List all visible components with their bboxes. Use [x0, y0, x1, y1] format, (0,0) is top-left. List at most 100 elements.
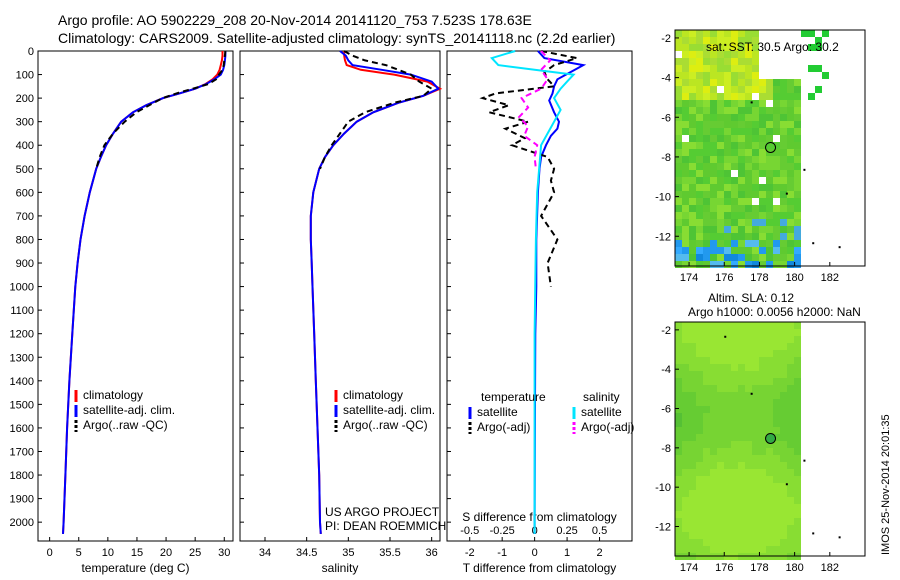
map-cell [710, 406, 717, 413]
map-cell [696, 233, 703, 240]
x-tick-label: 0 [47, 547, 53, 559]
map-cell [745, 420, 752, 427]
map-cell [787, 247, 794, 254]
map-cell [759, 107, 766, 114]
map-cell [717, 142, 724, 149]
map-cell [675, 86, 682, 93]
map-cell [731, 336, 738, 343]
map-cell [710, 427, 717, 434]
map-cell [682, 177, 689, 184]
map-cell [675, 427, 682, 434]
map-cell [738, 497, 745, 504]
map-cell [815, 86, 822, 93]
map-cell [738, 254, 745, 261]
map-cell [717, 198, 724, 205]
map-cell [752, 441, 759, 448]
map-cell [675, 240, 682, 247]
map-cell [703, 240, 710, 247]
map-cell [794, 261, 801, 268]
map-cell [745, 546, 752, 553]
map-cell [738, 392, 745, 399]
map-cell [773, 37, 780, 44]
map-cell [675, 156, 682, 163]
map-cell [759, 233, 766, 240]
map-cell [752, 205, 759, 212]
map-cell [731, 51, 738, 58]
map-cell [682, 539, 689, 546]
y-tick-label: 1000 [10, 282, 34, 294]
map-cell [780, 546, 787, 553]
map-cell [794, 233, 801, 240]
map-cell [773, 539, 780, 546]
map-cell [773, 448, 780, 455]
map-cell [766, 100, 773, 107]
map-cell [766, 219, 773, 226]
map-cell [689, 198, 696, 205]
map-cell [675, 177, 682, 184]
map-cell [766, 483, 773, 490]
map-cell [675, 322, 682, 329]
sst-map: 174 176 178 180 182 -2 -4 -6 -8 -10 -12 [655, 29, 866, 284]
map-cell [759, 343, 766, 350]
map-cell [773, 483, 780, 490]
map-cell [717, 525, 724, 532]
map-cell [689, 322, 696, 329]
map-cell [703, 378, 710, 385]
map-cell [752, 37, 759, 44]
map-cell [689, 170, 696, 177]
map-cell [703, 149, 710, 156]
map-cell [794, 163, 801, 170]
map-cell [724, 107, 731, 114]
map-cell [759, 399, 766, 406]
map-cell [759, 357, 766, 364]
map-cell [675, 399, 682, 406]
header-line2: Climatology: CARS2009. Satellite-adjuste… [58, 30, 615, 46]
map-cell [689, 128, 696, 135]
map-cell [731, 483, 738, 490]
map-cell [717, 93, 724, 100]
map-cell [682, 37, 689, 44]
map-cell [787, 371, 794, 378]
map-cell [794, 79, 801, 86]
map-cell [794, 504, 801, 511]
map-cell [787, 357, 794, 364]
map-cell [773, 170, 780, 177]
map-cell [724, 532, 731, 539]
map-cell [752, 420, 759, 427]
map-cell [773, 149, 780, 156]
map-cell [703, 163, 710, 170]
map-cell [724, 261, 731, 268]
map-cell [731, 212, 738, 219]
map-cell [703, 177, 710, 184]
map-cell [780, 226, 787, 233]
map-x-tick-label: 180 [785, 562, 803, 574]
map-cell [780, 497, 787, 504]
map-cell [703, 58, 710, 65]
map-cell [724, 128, 731, 135]
map-cell [738, 184, 745, 191]
map-cell [731, 364, 738, 371]
map-cell [731, 107, 738, 114]
map-cell [787, 58, 794, 65]
map-cell [696, 37, 703, 44]
map-cell [738, 462, 745, 469]
map-cell [703, 455, 710, 462]
map-cell [682, 420, 689, 427]
map-cell [682, 497, 689, 504]
map-cell [759, 135, 766, 142]
map-cell [710, 121, 717, 128]
map-cell [696, 51, 703, 58]
map-cell [738, 114, 745, 121]
map-cell [773, 329, 780, 336]
map-cell [682, 163, 689, 170]
map-cell [731, 79, 738, 86]
map-cell [766, 357, 773, 364]
y-tick-label: 900 [16, 258, 34, 270]
map-cell [766, 448, 773, 455]
map-cell [717, 233, 724, 240]
map-y-tick-label: -4 [661, 364, 671, 376]
map-cell [717, 539, 724, 546]
map-cell [703, 322, 710, 329]
map-cell [780, 212, 787, 219]
map-cell [738, 65, 745, 72]
